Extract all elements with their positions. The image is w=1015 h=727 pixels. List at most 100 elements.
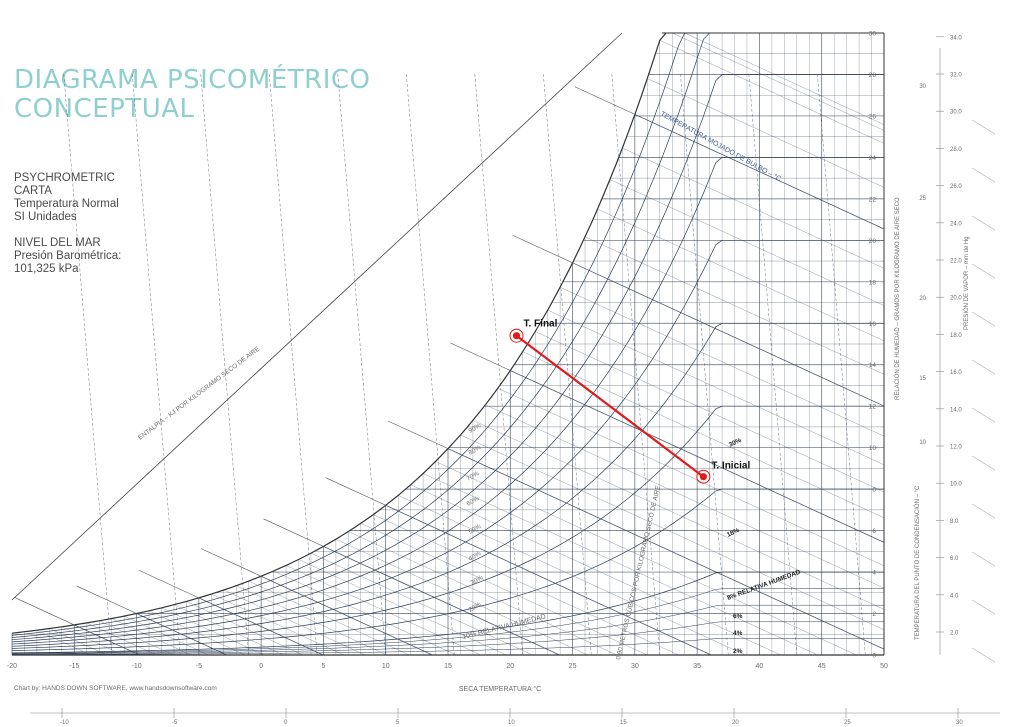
bottom-scale-label: -10	[60, 720, 69, 726]
rh-right-label: 8% RELATIVA HUMEDAD	[726, 569, 802, 602]
chart-info: PSYCHROMETRIC CARTA Temperatura Normal S…	[14, 172, 121, 276]
end-point-label: T. Final	[524, 319, 558, 330]
y-tick-label: 12	[869, 404, 877, 411]
enthalpy-scale	[11, 32, 623, 601]
volume-line	[817, 72, 866, 656]
x-tick-label: 30	[631, 663, 639, 670]
wet-bulb-line	[622, 147, 885, 269]
vapor-tick-label: 8.0	[950, 519, 959, 525]
x-tick-label: -10	[132, 663, 142, 670]
volume-line	[268, 72, 318, 656]
saturation-curve	[11, 32, 667, 634]
chart-credit: Chart by: HANDS DOWN SOFTWARE, www.hands…	[14, 685, 217, 692]
info-line-3: Temperatura Normal	[14, 198, 119, 210]
volume-line	[131, 72, 181, 656]
wet-bulb-line	[136, 613, 227, 656]
wet-bulb-line	[360, 523, 648, 656]
rh-label: 20%	[468, 601, 483, 614]
info-line-2: CARTA	[14, 185, 52, 197]
x-tick-label: 40	[756, 663, 764, 670]
side-tick	[971, 551, 996, 567]
wet-bulb-line	[560, 287, 885, 437]
wet-bulb-line	[584, 236, 885, 375]
vapor-tick-label: 26.0	[950, 184, 962, 190]
y-tick-label: 14	[869, 362, 877, 369]
rh-curve	[11, 239, 884, 645]
wet-bulb-line	[298, 559, 507, 656]
side-tick	[971, 407, 996, 423]
wet-bulb-line	[124, 615, 209, 656]
vapor-tick-label: 12.0	[950, 445, 962, 451]
vapor-tick-label: 34.0	[950, 35, 962, 41]
wet-bulb-line	[285, 565, 481, 656]
vapor-tick-label: 28.0	[950, 147, 962, 153]
wet-bulb-line	[410, 484, 781, 656]
title-line-2: CONCEPTUAL	[14, 94, 195, 124]
end-point	[512, 332, 521, 340]
bottom-scale-label: 10	[508, 720, 515, 726]
enthalpy-extension	[387, 420, 449, 449]
side-tick	[971, 119, 996, 135]
wet-bulb-label: TEMPERATURA MOJADO DE BULBO – °C	[659, 110, 783, 183]
x-tick-label: 45	[818, 663, 826, 670]
wet-bulb-line	[547, 309, 885, 465]
info-line-1: PSYCHROMETRIC	[14, 172, 115, 184]
enthalpy-extension	[201, 548, 262, 577]
title-line-1: DIAGRAMA PSICOMÉTRICO	[14, 65, 371, 95]
wet-bulb-line	[161, 607, 265, 656]
wet-bulb-line	[223, 589, 366, 656]
rh-curve	[11, 32, 710, 638]
wet-bulb-line	[198, 597, 324, 656]
side-tick	[971, 455, 996, 471]
bottom-scale-label: 30	[956, 720, 963, 726]
rh-mid-label: 18%	[726, 527, 741, 539]
wet-bulb-line	[472, 420, 885, 610]
rh-curve	[11, 32, 686, 636]
y-tick-label: 2	[872, 611, 876, 618]
x-tick-label: 35	[693, 663, 701, 670]
x-tick-label: -5	[196, 663, 202, 670]
vapor-tick-label: 24.0	[950, 221, 962, 227]
side-tick	[971, 263, 996, 279]
rh-small-label: 2%	[733, 648, 743, 655]
y-tick-label: 4	[872, 570, 876, 577]
y-tick-label: 20	[869, 238, 877, 245]
wet-bulb-line	[398, 495, 746, 656]
page-title: DIAGRAMA PSICOMÉTRICO CONCEPTUAL	[14, 66, 371, 124]
rh-label: 80%	[468, 444, 483, 457]
vapor-tick-label: 16.0	[950, 370, 962, 376]
rh-curve	[11, 405, 884, 649]
y-tick-label: 16	[869, 321, 877, 328]
volume-line	[474, 72, 523, 656]
wet-bulb-line	[510, 370, 885, 543]
start-point	[699, 473, 707, 481]
wet-bulb-line	[148, 610, 246, 656]
volume-line	[337, 72, 386, 656]
vapor-tick-label: 10.0	[950, 482, 962, 488]
wet-bulb-line	[659, 40, 885, 144]
info-line-6: Presión Barométrica:	[14, 250, 122, 262]
y-tick-label: 6	[872, 528, 876, 535]
wet-bulb-line	[49, 628, 107, 656]
rh-curve	[11, 157, 884, 643]
rh-curve-low	[11, 588, 884, 654]
x-tick-label: 0	[259, 663, 263, 670]
wet-bulb-line	[672, 32, 885, 131]
rh-curve	[11, 571, 884, 654]
bottom-scale-label: 5	[396, 720, 400, 726]
rh-label: 50%	[468, 523, 483, 536]
wet-bulb-line	[236, 585, 387, 656]
bottom-scale-label: 25	[844, 720, 851, 726]
rh-curve	[11, 322, 884, 647]
chart-grid	[11, 32, 1000, 718]
side-tick	[971, 215, 996, 231]
wet-bulb-line	[647, 78, 885, 188]
vapor-tick-label: 18.0	[950, 333, 962, 339]
volume-line	[200, 72, 249, 656]
rh-label: 40%	[468, 550, 483, 563]
bottom-scale-label: -5	[172, 720, 178, 726]
wet-bulb-line	[385, 504, 712, 656]
wet-bulb-line	[211, 593, 344, 656]
wet-bulb-line	[447, 448, 885, 650]
dew-tick-label: 10	[919, 440, 926, 446]
